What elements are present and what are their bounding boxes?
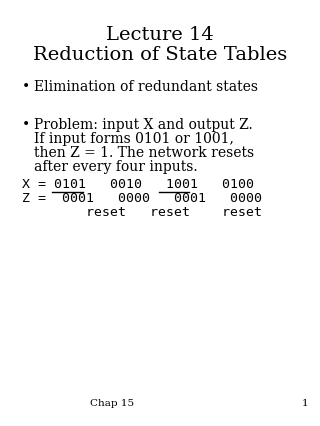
Text: X = 0101   0010   1001   0100: X = 0101 0010 1001 0100: [22, 178, 254, 191]
Text: after every four inputs.: after every four inputs.: [34, 160, 198, 174]
Text: Elimination of redundant states: Elimination of redundant states: [34, 80, 258, 94]
Text: Reduction of State Tables: Reduction of State Tables: [33, 46, 287, 64]
Text: then Z = 1. The network resets: then Z = 1. The network resets: [34, 146, 254, 160]
Text: •: •: [22, 118, 30, 132]
Text: Lecture 14: Lecture 14: [106, 26, 214, 44]
Text: •: •: [22, 80, 30, 94]
Text: If input forms 0101 or 1001,: If input forms 0101 or 1001,: [34, 132, 234, 146]
Text: Chap 15: Chap 15: [90, 399, 134, 408]
Text: 1: 1: [301, 399, 308, 408]
Text: Problem: input X and output Z.: Problem: input X and output Z.: [34, 118, 253, 132]
Text: reset   reset    reset: reset reset reset: [22, 206, 262, 219]
Text: Z =  0001   0000   0001   0000: Z = 0001 0000 0001 0000: [22, 192, 262, 205]
